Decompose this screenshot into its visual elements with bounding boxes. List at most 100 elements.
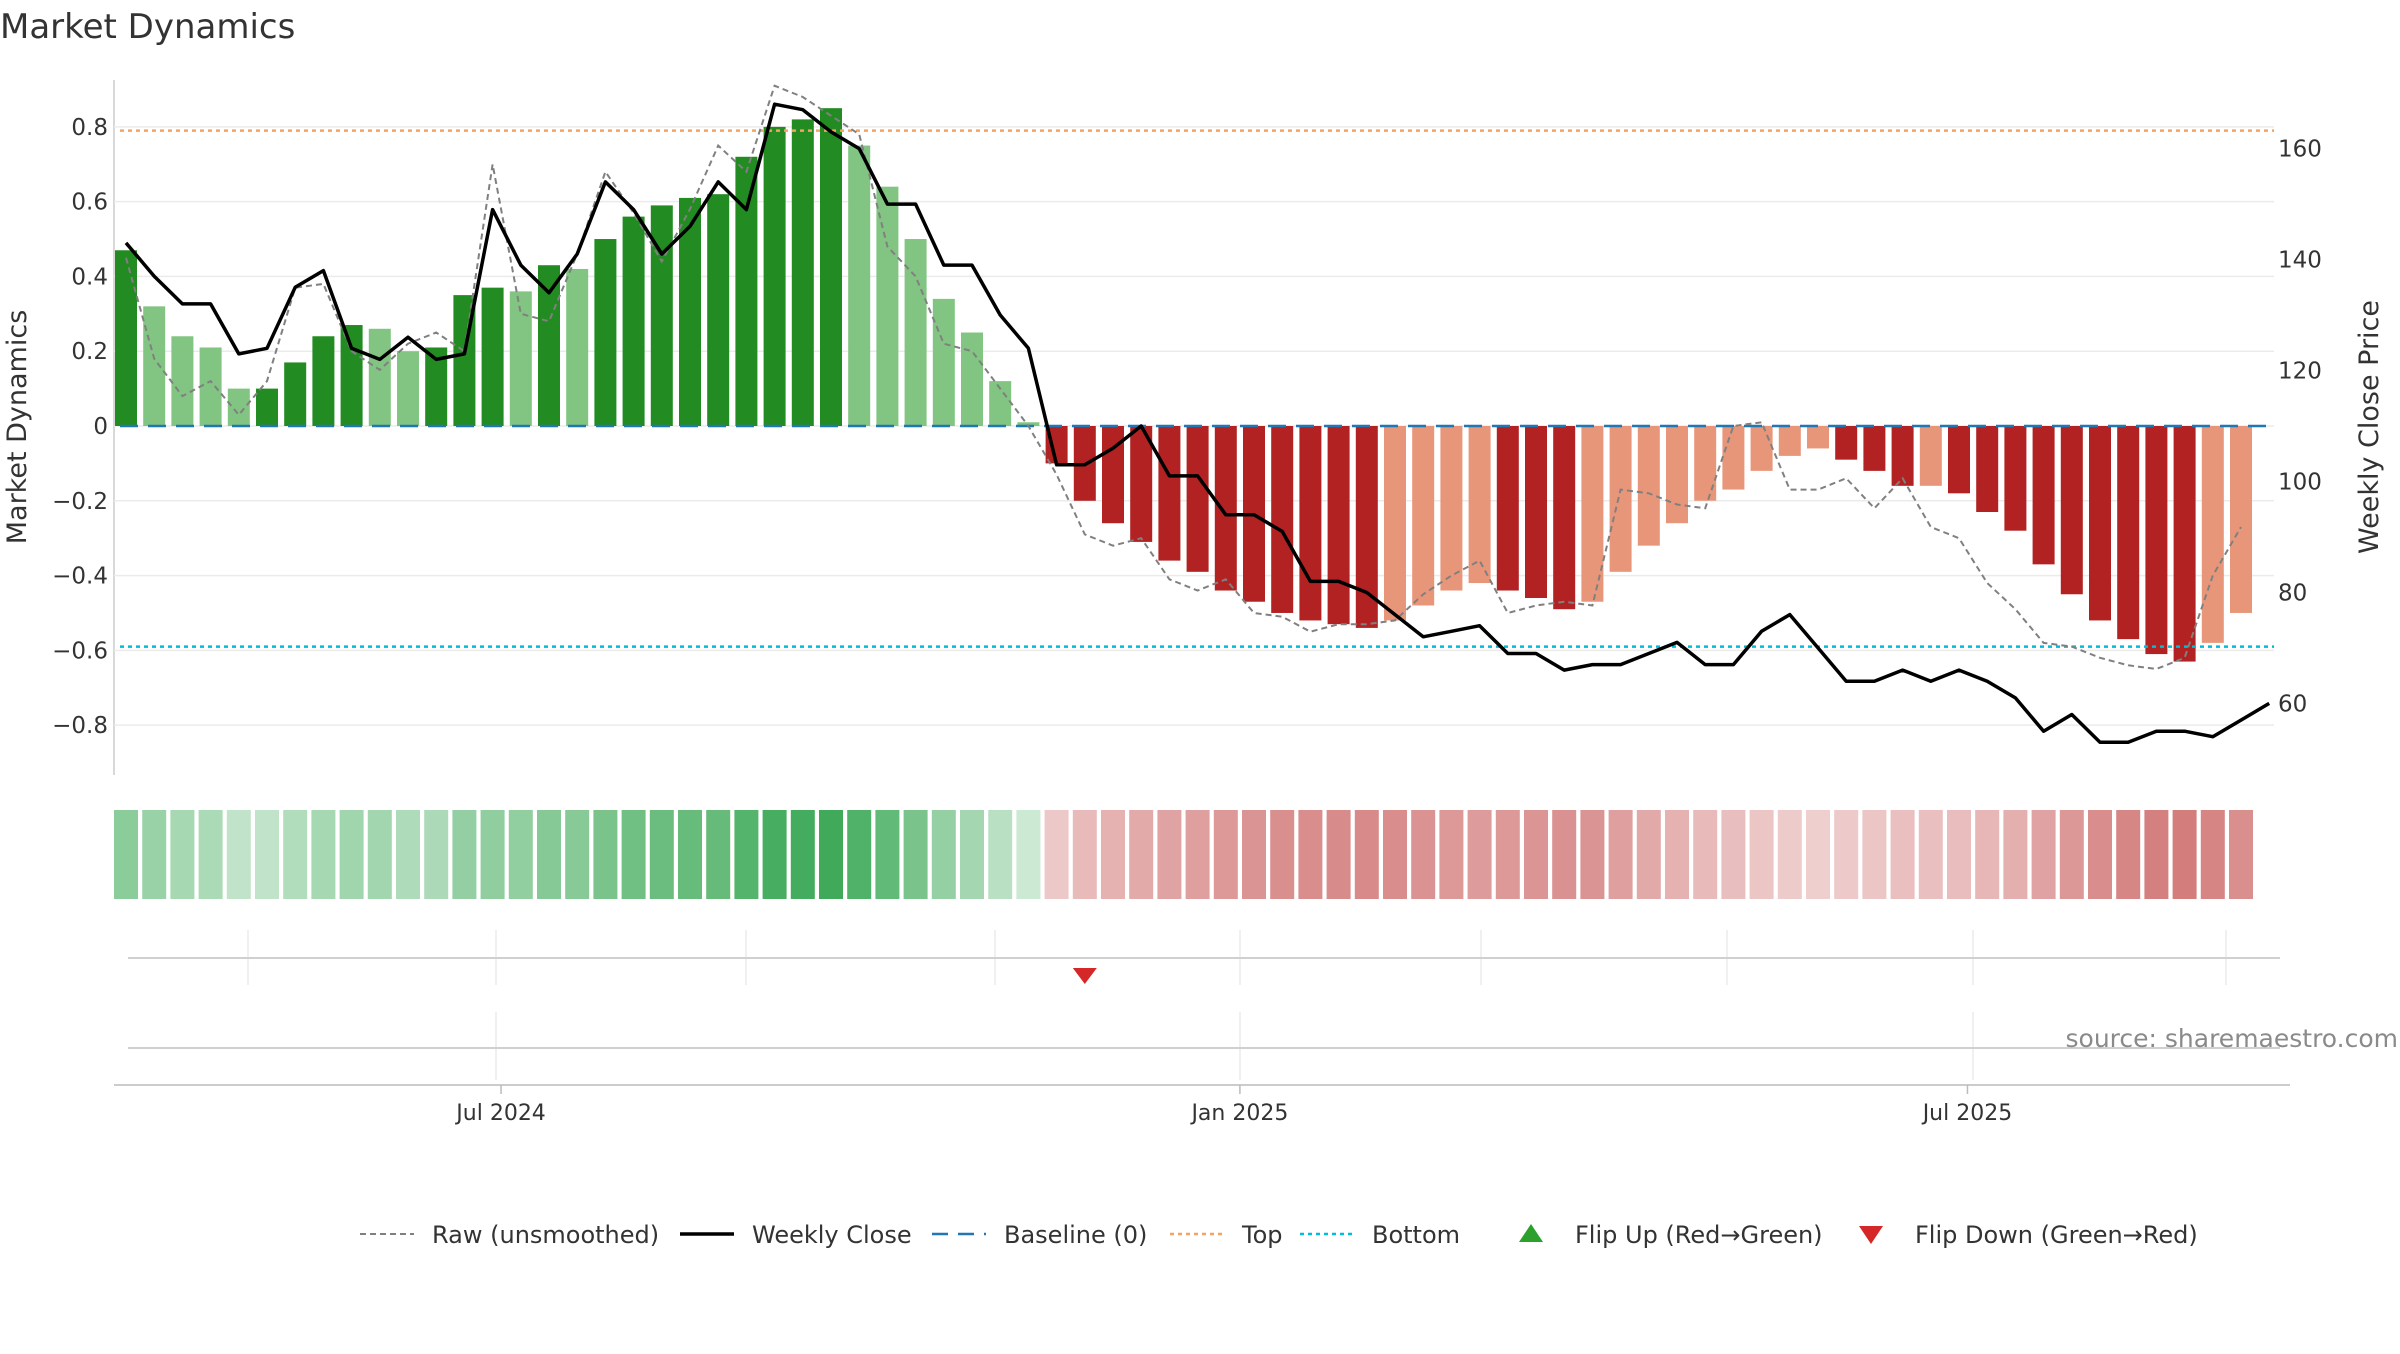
heat-cell [1157, 810, 1182, 899]
heat-cell [960, 810, 984, 899]
bar [425, 347, 448, 426]
bar [735, 156, 758, 427]
y-tick-label: −0.6 [52, 638, 108, 664]
heat-cell [734, 810, 759, 899]
heat-cell [706, 810, 731, 899]
bar [1863, 426, 1886, 471]
heat-cell [2088, 810, 2112, 899]
bar [199, 347, 222, 426]
bar [932, 298, 955, 426]
bar [1214, 426, 1237, 591]
y-tick-label: 0.6 [71, 190, 108, 216]
heat-cell [1890, 810, 1915, 899]
heat-cell [1608, 810, 1633, 899]
bar [2117, 426, 2140, 640]
heat-cell [1242, 810, 1266, 899]
heat-cell [114, 810, 138, 899]
bar [1496, 426, 1519, 591]
legend-label: Raw (unsmoothed) [432, 1221, 659, 1249]
bar [1976, 426, 1999, 512]
heat-cell [1834, 810, 1859, 899]
heat-cell [1129, 810, 1154, 899]
bar [2060, 426, 2083, 595]
heat-cell [170, 810, 195, 899]
heat-cell [1298, 810, 1323, 899]
heat-cell [339, 810, 364, 899]
raw-series-line [125, 84, 2242, 671]
y-tick-label: 0.2 [71, 339, 108, 365]
x-tick-label: Jul 2024 [454, 1101, 546, 1126]
bar [876, 186, 899, 426]
y-tick-label: 0.4 [71, 264, 108, 290]
heat-cell [649, 810, 674, 899]
bar [961, 332, 983, 426]
heat-cell [1016, 810, 1041, 899]
bar [481, 287, 504, 426]
legend-label: Flip Down (Green→Red) [1915, 1221, 2198, 1249]
bar [679, 197, 701, 426]
legend-label: Weekly Close [752, 1221, 912, 1249]
y-tick-label: 0.8 [71, 115, 108, 141]
heat-cell [1665, 810, 1689, 899]
heat-cell [1918, 810, 1943, 899]
heat-cell [537, 810, 561, 899]
bar [397, 351, 419, 426]
bar [2032, 426, 2055, 565]
heat-cell [2003, 810, 2028, 899]
bar [1835, 426, 1858, 460]
bar [1412, 426, 1435, 606]
bar [1666, 426, 1688, 524]
y-tick-label: 0 [93, 414, 108, 440]
heat-cell [1636, 810, 1661, 899]
bar [2145, 426, 2168, 655]
heat-cell [142, 810, 167, 899]
bar [566, 268, 589, 426]
heat-cell [1326, 810, 1351, 899]
y2-tick-label: 60 [2278, 691, 2307, 717]
heat-cell [2116, 810, 2141, 899]
heat-cell [988, 810, 1013, 899]
bar [594, 239, 617, 426]
heat-cell [2059, 810, 2084, 899]
bar [1440, 426, 1463, 591]
heat-cell [593, 810, 618, 899]
bar [1525, 426, 1547, 598]
heat-cell [2144, 810, 2169, 899]
bar [1468, 426, 1491, 584]
heat-cell [762, 810, 787, 899]
legend-label: Bottom [1372, 1221, 1460, 1249]
heat-cell [903, 810, 928, 899]
heat-cell [1044, 810, 1069, 899]
heat-cell [480, 810, 505, 899]
bar [143, 306, 166, 426]
heat-cell [1467, 810, 1492, 899]
heat-cell [2200, 810, 2225, 899]
bar [2004, 426, 2027, 531]
heat-cell [1580, 810, 1605, 899]
bar [1609, 426, 1632, 572]
heat-cell [255, 810, 279, 899]
bar [1637, 426, 1660, 546]
y-tick-label: −0.4 [52, 564, 108, 590]
bar [1807, 426, 1829, 449]
heat-cell [311, 810, 336, 899]
heat-cell [1552, 810, 1577, 899]
heat-cell [678, 810, 702, 899]
bar [1694, 426, 1717, 501]
heat-cell [1411, 810, 1436, 899]
heat-cell [226, 810, 251, 899]
bar [2173, 426, 2196, 662]
y-axis-label: Market Dynamics [2, 310, 33, 545]
heat-cell [1383, 810, 1407, 899]
bar [763, 126, 786, 426]
bar [989, 381, 1012, 426]
bar [1553, 426, 1576, 610]
heat-cell [847, 810, 872, 899]
bar [650, 205, 673, 426]
bar [509, 291, 532, 426]
heat-cell [198, 810, 223, 899]
bar [1130, 426, 1153, 542]
bar [2230, 426, 2252, 613]
heat-cell [875, 810, 900, 899]
